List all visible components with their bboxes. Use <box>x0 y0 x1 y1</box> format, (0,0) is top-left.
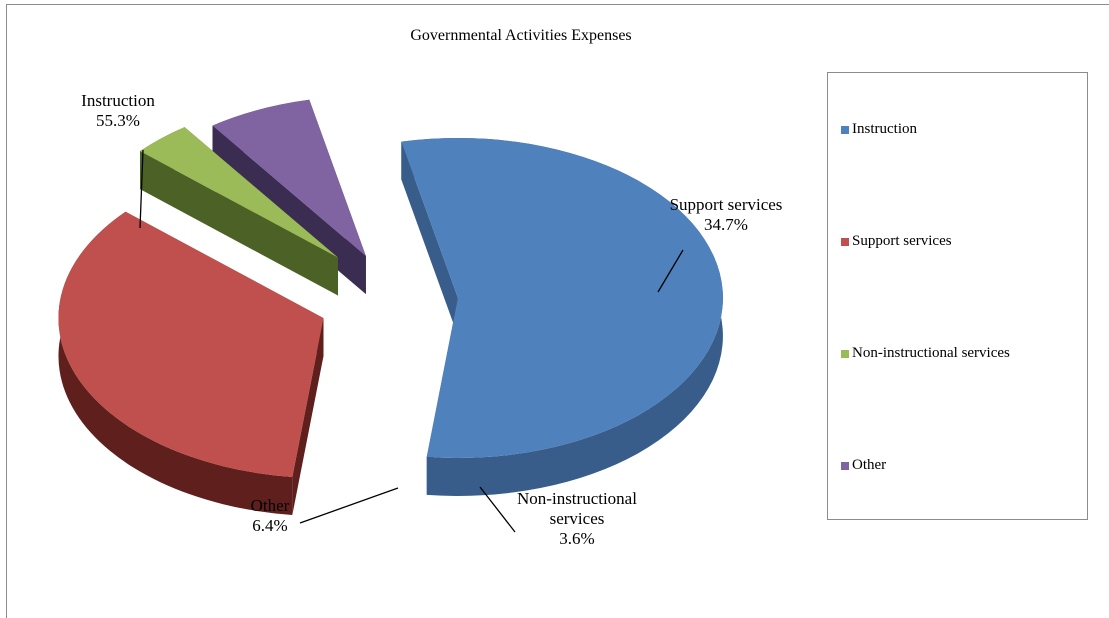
legend-label-non-instructional-services: Non-instructional services <box>852 345 1010 361</box>
slice-instruction <box>401 137 723 496</box>
leader-line-non-instructional-services <box>479 486 516 533</box>
data-label-instruction-0: Instruction <box>81 91 155 110</box>
chart-frame <box>6 4 1109 618</box>
slice-wall-support-services-0 <box>292 318 324 515</box>
data-label-other-0: Other <box>251 496 290 515</box>
data-label-non-instructional-services-0: Non-instructional <box>517 489 637 508</box>
legend-item-instruction: Instruction <box>841 121 917 138</box>
chart-title: Governmental Activities Expenses <box>410 27 631 44</box>
data-label-non-instructional-services-1: services <box>550 509 605 528</box>
slice-top-support-services <box>58 211 324 477</box>
data-label-support-services-1: 34.7% <box>704 215 748 234</box>
slice-rim-support-services <box>58 211 293 515</box>
slices-group <box>58 99 723 515</box>
data-label-instruction-1: 55.3% <box>96 111 140 130</box>
data-label-support-services-0: Support services <box>670 195 783 214</box>
legend-item-non-instructional-services: Non-instructional services <box>841 345 1010 362</box>
legend-item-support-services: Support services <box>841 233 952 250</box>
slice-wall-non-instructional-services-0 <box>140 151 338 296</box>
leader-line-instruction <box>139 149 144 229</box>
data-label-non-instructional-services-2: 3.6% <box>559 529 594 548</box>
legend-label-support-services: Support services <box>852 233 952 249</box>
slice-non-instructional-services <box>140 127 338 296</box>
slice-support-services <box>58 211 324 515</box>
legend-swatch-support-services <box>841 237 849 246</box>
slice-wall-instruction-0 <box>401 141 458 336</box>
legend-item-other: Other <box>841 457 886 474</box>
leader-line-support-services <box>657 249 684 293</box>
legend-swatch-non-instructional-services <box>841 349 849 358</box>
slice-top-non-instructional-services <box>140 127 338 258</box>
legend-label-other: Other <box>852 457 887 473</box>
legend-label-instruction: Instruction <box>852 121 917 137</box>
slice-top-other <box>212 99 366 257</box>
data-label-other-1: 6.4% <box>252 516 287 535</box>
legend: Instruction Support services Non-instruc… <box>827 72 1088 520</box>
slice-top-instruction <box>401 137 723 458</box>
legend-swatch-instruction <box>841 125 849 134</box>
leader-line-other <box>299 487 399 524</box>
legend-swatch-other <box>841 461 849 470</box>
